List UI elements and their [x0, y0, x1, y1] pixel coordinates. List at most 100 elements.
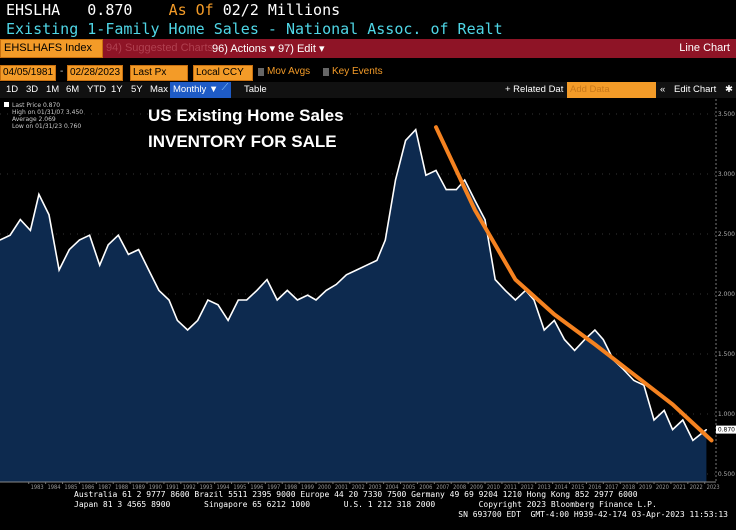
data-point	[207, 299, 209, 301]
legend-entry: Low on 01/31/23 0.760	[12, 123, 81, 130]
data-point	[474, 199, 476, 201]
period-max[interactable]: Max	[150, 84, 168, 95]
x-tick-label: 2002	[352, 484, 365, 491]
gear-icon[interactable]: ✱	[725, 84, 733, 95]
x-tick-label: 2020	[656, 484, 669, 491]
period-bar: 1D 3D 1M 6M YTD 1Y 5Y Max Monthly ▼ ⟋ Ta…	[0, 82, 736, 98]
last-value: 0.870	[87, 1, 133, 19]
y-tick-label: 1.000	[718, 411, 735, 418]
data-point	[127, 253, 130, 255]
data-point	[276, 299, 278, 301]
x-tick-label: 2017	[605, 484, 618, 491]
ticker: EHSLHA	[6, 1, 61, 19]
period-3d[interactable]: 3D	[26, 84, 39, 95]
x-tick-label: 2008	[453, 484, 466, 491]
x-tick-label: 1986	[81, 484, 94, 491]
data-point	[88, 234, 91, 236]
data-point	[296, 299, 299, 301]
data-point	[692, 439, 694, 441]
data-point	[663, 409, 665, 411]
x-tick-label: 1990	[149, 484, 162, 491]
data-point	[315, 299, 317, 301]
data-point	[705, 429, 708, 431]
data-point	[68, 249, 70, 251]
data-point	[682, 419, 684, 421]
data-point	[38, 193, 40, 195]
security-field[interactable]: EHSLHAFS Index	[0, 39, 103, 58]
data-point	[256, 289, 258, 291]
actions-menu[interactable]: 96) Actions ▾	[212, 43, 275, 55]
mov-avgs-label[interactable]: Mov Avgs	[267, 66, 311, 77]
x-tick-label: 2005	[402, 484, 415, 491]
x-tick-label: 1999	[301, 484, 314, 491]
add-data-input[interactable]: Add Data	[567, 82, 656, 98]
x-tick-label: 1988	[115, 484, 128, 491]
data-point	[266, 279, 268, 281]
chart-title: US Existing Home Sales	[148, 106, 344, 125]
data-point	[217, 304, 219, 306]
x-tick-label: 2012	[521, 484, 534, 491]
x-tick-label: 1991	[166, 484, 179, 491]
data-point	[376, 259, 378, 261]
period-5y[interactable]: 5Y	[131, 84, 143, 95]
data-point	[653, 419, 655, 421]
data-point	[435, 169, 437, 171]
data-point	[602, 339, 604, 341]
x-tick-label: 2006	[419, 484, 432, 491]
data-point	[99, 264, 101, 266]
period-6m[interactable]: 6M	[66, 84, 80, 95]
data-point	[594, 329, 596, 331]
x-tick-label: 2018	[622, 484, 635, 491]
edit-chart-button[interactable]: Edit Chart	[674, 84, 717, 95]
data-point	[227, 319, 229, 321]
data-point	[543, 329, 545, 331]
period-1d[interactable]: 1D	[6, 84, 19, 95]
data-point	[574, 349, 576, 351]
data-point	[306, 294, 309, 296]
price-select[interactable]: Last Px	[130, 65, 188, 81]
data-point	[246, 299, 248, 301]
data-point	[117, 234, 119, 236]
period-1y[interactable]: 1Y	[111, 84, 123, 95]
table-button[interactable]: Table	[244, 84, 267, 95]
data-point	[107, 244, 109, 246]
data-point	[633, 379, 635, 381]
key-events-checkbox[interactable]	[323, 68, 329, 76]
data-point	[514, 299, 517, 301]
x-tick-label: 1995	[233, 484, 246, 491]
trend-line	[434, 125, 714, 443]
x-tick-label: 2011	[504, 484, 517, 491]
collapse-icon[interactable]: «	[660, 84, 666, 95]
end-date-input[interactable]: 02/28/2023	[67, 65, 123, 81]
data-point	[494, 279, 496, 281]
mov-avgs-checkbox[interactable]	[258, 68, 264, 76]
data-point	[345, 274, 348, 276]
currency-select[interactable]: Local CCY	[193, 65, 253, 81]
related-data-button[interactable]: + Related Dat	[505, 84, 564, 95]
data-point	[148, 269, 150, 271]
start-date-input[interactable]: 04/05/1981	[0, 65, 56, 81]
period-ytd[interactable]: YTD	[87, 84, 106, 95]
data-point	[19, 219, 21, 221]
data-point	[384, 239, 386, 241]
data-point	[464, 179, 466, 181]
edit-menu[interactable]: 97) Edit ▾	[278, 43, 325, 55]
x-tick-label: 1989	[132, 484, 145, 491]
x-tick-label: 1998	[284, 484, 297, 491]
x-tick-label: 2000	[318, 484, 331, 491]
data-point	[394, 179, 397, 181]
x-tick-label: 2010	[487, 484, 500, 491]
key-events-label[interactable]: Key Events	[332, 66, 383, 77]
as-of-label: As Of	[168, 1, 214, 19]
data-point	[0, 239, 1, 241]
x-tick-label: 2009	[470, 484, 483, 491]
chart-type-label: Line Chart	[679, 42, 730, 54]
data-point	[158, 289, 160, 291]
suggested-charts-button[interactable]: 94) Suggested Charts	[106, 42, 214, 54]
footer-line-3: SN 693700 EDT GMT-4:00 H939-42-174 03-Ap…	[458, 510, 728, 519]
y-tick-label: 1.500	[718, 351, 735, 358]
line-chart-icon[interactable]: ⟋	[219, 82, 231, 98]
period-1m[interactable]: 1M	[46, 84, 60, 95]
frequency-select[interactable]: Monthly ▼	[170, 82, 222, 98]
x-tick-label: 2015	[571, 484, 584, 491]
